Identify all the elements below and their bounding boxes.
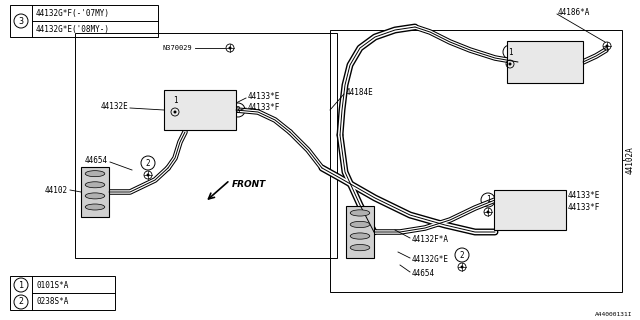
Text: 1: 1 <box>19 281 24 290</box>
Ellipse shape <box>85 204 105 210</box>
Circle shape <box>605 44 609 47</box>
Text: 44133*E: 44133*E <box>248 92 280 100</box>
Ellipse shape <box>85 171 105 177</box>
Circle shape <box>509 62 511 66</box>
Ellipse shape <box>350 233 370 239</box>
Text: 3: 3 <box>236 106 240 115</box>
Text: 3: 3 <box>19 17 24 26</box>
Ellipse shape <box>85 193 105 199</box>
Ellipse shape <box>350 244 370 251</box>
Ellipse shape <box>85 182 105 188</box>
Text: 44132G*E('08MY-): 44132G*E('08MY-) <box>36 25 110 34</box>
Text: FRONT: FRONT <box>232 180 266 188</box>
Bar <box>164 90 236 130</box>
Bar <box>10 276 115 310</box>
Text: 2: 2 <box>19 298 24 307</box>
Bar <box>494 190 566 230</box>
Circle shape <box>461 266 463 268</box>
Text: 1: 1 <box>508 47 512 57</box>
Text: 1: 1 <box>486 196 490 204</box>
Text: 44184E: 44184E <box>346 87 374 97</box>
Bar <box>10 5 158 37</box>
Bar <box>81 167 109 217</box>
Circle shape <box>173 110 177 114</box>
Text: 0238S*A: 0238S*A <box>36 298 68 307</box>
Text: 44132F*A: 44132F*A <box>412 236 449 244</box>
Text: 44186*A: 44186*A <box>558 7 590 17</box>
Text: 44132E: 44132E <box>100 101 128 110</box>
Ellipse shape <box>350 210 370 216</box>
Text: 44102: 44102 <box>45 186 68 195</box>
Text: 0101S*A: 0101S*A <box>36 281 68 290</box>
Bar <box>75 33 337 258</box>
Bar <box>346 206 374 258</box>
Bar <box>507 41 583 83</box>
Ellipse shape <box>350 221 370 228</box>
Text: 44654: 44654 <box>85 156 108 164</box>
Text: 2: 2 <box>146 158 150 167</box>
Text: 44133*E: 44133*E <box>568 190 600 199</box>
Text: 1: 1 <box>173 95 177 105</box>
Circle shape <box>486 211 490 213</box>
Text: 2: 2 <box>460 251 464 260</box>
Text: 44132G*E: 44132G*E <box>412 255 449 265</box>
Text: A44000131I: A44000131I <box>595 312 632 317</box>
Circle shape <box>228 46 232 50</box>
Text: 44133*F: 44133*F <box>568 204 600 212</box>
Text: N370029: N370029 <box>163 45 192 51</box>
Text: 44133*F: 44133*F <box>248 102 280 111</box>
Text: 44132G*F(-'07MY): 44132G*F(-'07MY) <box>36 9 110 18</box>
Circle shape <box>147 173 150 177</box>
Text: 44102A: 44102A <box>625 146 634 174</box>
Bar <box>330 30 622 292</box>
Text: 44654: 44654 <box>412 269 435 278</box>
